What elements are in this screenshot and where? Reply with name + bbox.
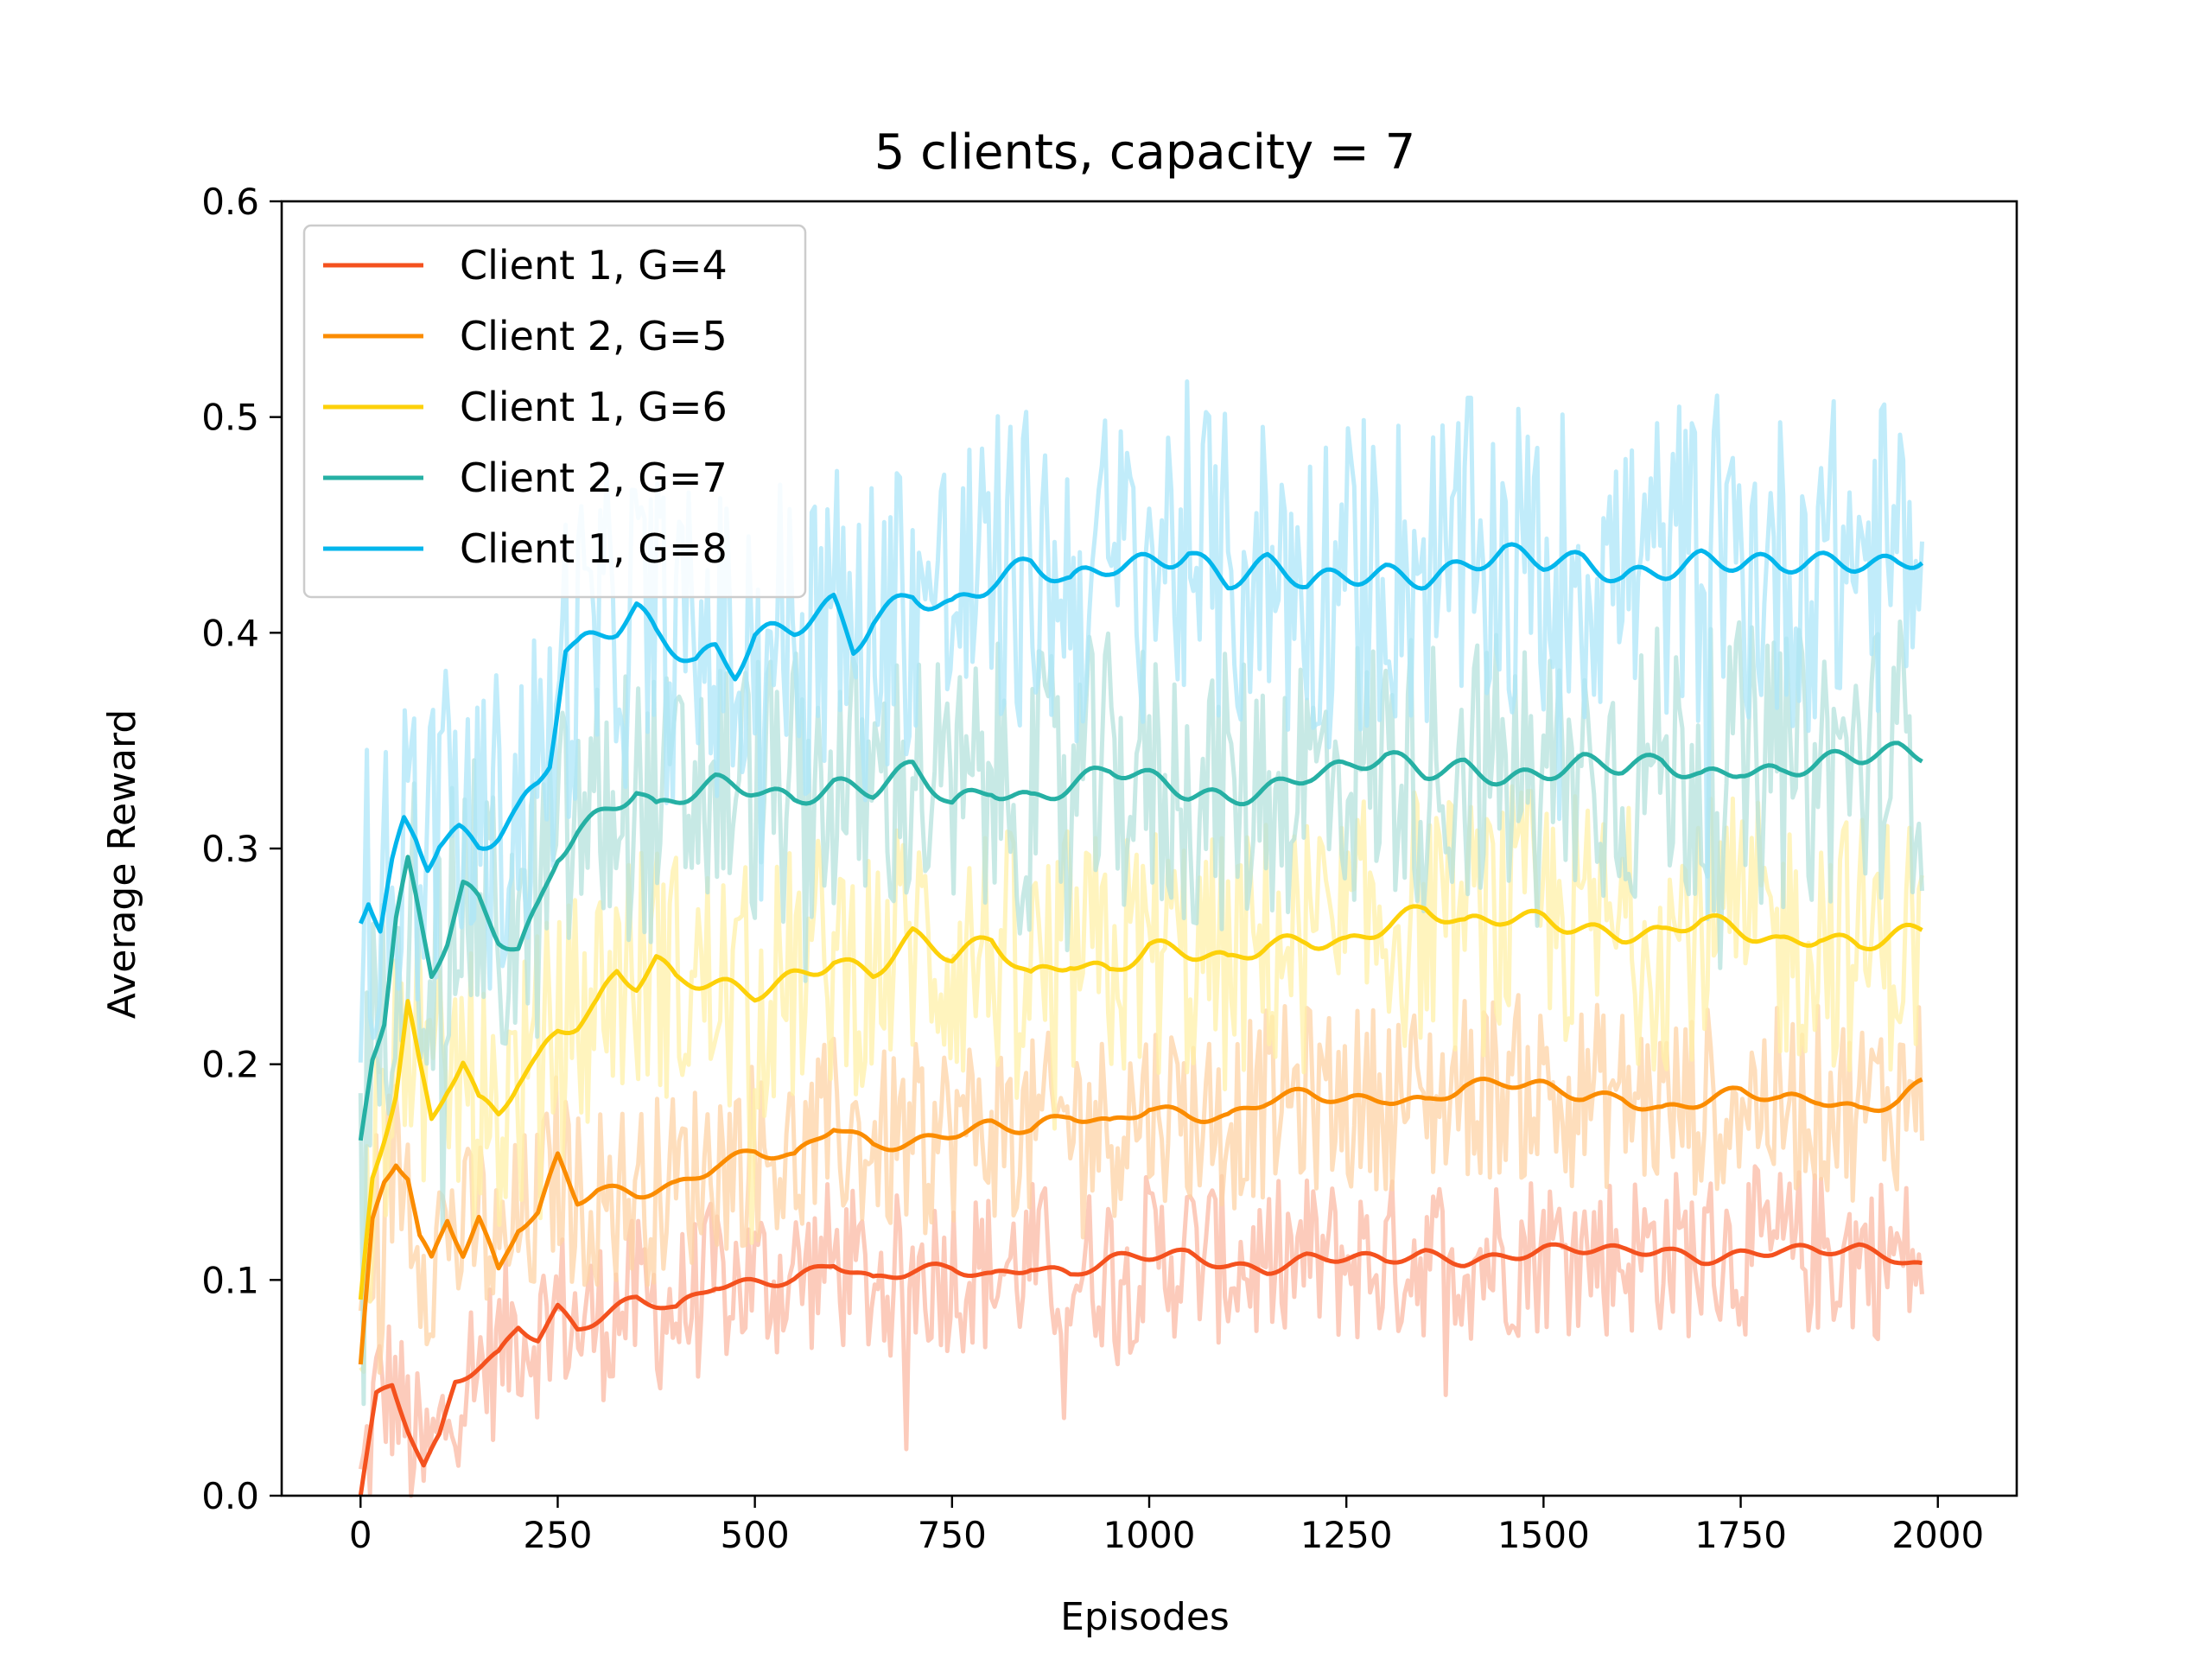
x-tick-label: 750: [918, 1514, 987, 1556]
x-tick-label: 0: [349, 1514, 372, 1556]
legend-box: [302, 224, 807, 599]
series-line: [358, 741, 1923, 1141]
x-axis: 0 250 500 750 1000 1250 1500 1750 2000: [349, 1496, 1984, 1556]
variance-bands: [358, 379, 1924, 1498]
series-raw-trace: [358, 993, 1924, 1375]
series-line: [358, 904, 1923, 1300]
x-tick-label: 1750: [1694, 1514, 1787, 1556]
x-tick-label: 250: [523, 1514, 592, 1556]
series-raw-trace: [359, 784, 1924, 1374]
series-line: [359, 542, 1924, 934]
y-axis: 0.0 0.1 0.2 0.3 0.4 0.5 0.6: [201, 181, 282, 1517]
legend-label: Client 2, G=7: [460, 454, 728, 501]
y-axis-label: Average Reward: [100, 709, 144, 1020]
series-lines: [358, 542, 1924, 1497]
series-raw-trace: [358, 379, 1924, 1063]
x-tick-label: 500: [721, 1514, 790, 1556]
x-tick-label: 1250: [1300, 1514, 1393, 1556]
series-line: [358, 1242, 1923, 1497]
y-tick-label: 0.2: [201, 1044, 259, 1086]
legend-label: Client 1, G=6: [460, 384, 728, 430]
y-tick-label: 0.4: [201, 612, 259, 654]
x-axis-label: Episodes: [1060, 1595, 1230, 1639]
legend-label: Client 2, G=5: [460, 313, 728, 359]
legend-label: Client 1, G=8: [460, 525, 728, 572]
series-raw-trace: [358, 1164, 1924, 1498]
series-line: [358, 1077, 1923, 1365]
chart-title: 5 clients, capacity = 7: [874, 124, 1416, 181]
legend: Client 1, G=4 Client 2, G=5 Client 1, G=6 C…: [302, 224, 807, 599]
legend-label: Client 1, G=4: [460, 242, 728, 289]
x-tick-label: 1500: [1497, 1514, 1590, 1556]
y-tick-label: 0.6: [201, 181, 259, 223]
y-tick-label: 0.1: [201, 1259, 259, 1301]
y-tick-label: 0.5: [201, 397, 259, 439]
x-tick-label: 2000: [1891, 1514, 1984, 1556]
y-tick-label: 0.3: [201, 828, 259, 870]
y-tick-label: 0.0: [201, 1475, 259, 1517]
x-tick-label: 1000: [1103, 1514, 1196, 1556]
